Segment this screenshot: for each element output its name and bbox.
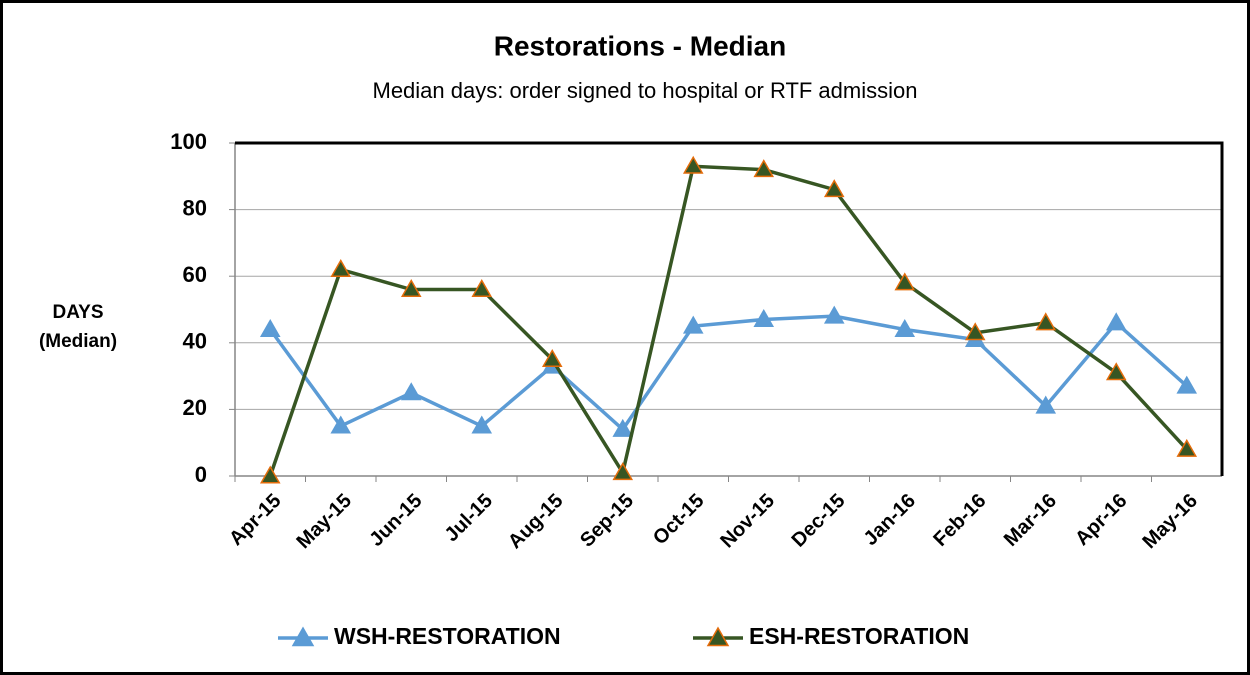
marker bbox=[330, 415, 352, 434]
plot-border bbox=[235, 141, 1224, 476]
marker bbox=[1176, 375, 1198, 394]
marker bbox=[259, 318, 281, 337]
y-tick-label: 100 bbox=[170, 129, 207, 154]
y-axis-label: (Median) bbox=[39, 331, 117, 352]
marker bbox=[612, 418, 634, 437]
marker bbox=[471, 279, 493, 298]
marker bbox=[1105, 312, 1127, 331]
y-tick-label: 0 bbox=[195, 462, 207, 487]
marker bbox=[1035, 395, 1057, 414]
marker bbox=[964, 322, 986, 341]
marker bbox=[471, 415, 493, 434]
marker bbox=[894, 272, 916, 291]
y-tick-label: 40 bbox=[183, 329, 207, 354]
marker bbox=[541, 348, 563, 367]
y-axis-label: DAYS bbox=[52, 302, 103, 323]
marker bbox=[330, 259, 352, 278]
marker bbox=[1105, 362, 1127, 381]
marker bbox=[259, 465, 281, 484]
marker bbox=[400, 279, 422, 298]
chart-title: Restorations - Median bbox=[494, 30, 786, 61]
series-line bbox=[268, 314, 1188, 433]
y-tick-label: 80 bbox=[183, 195, 207, 220]
legend-label: ESH-RESTORATION bbox=[749, 623, 969, 649]
marker bbox=[1176, 438, 1198, 457]
legend-label: WSH-RESTORATION bbox=[334, 623, 561, 649]
series-line bbox=[268, 164, 1189, 478]
marker bbox=[753, 308, 775, 327]
marker bbox=[823, 305, 845, 324]
y-tick-label: 60 bbox=[183, 262, 207, 287]
legend-marker bbox=[291, 626, 315, 647]
chart-subtitle: Median days: order signed to hospital or… bbox=[373, 78, 918, 103]
legend-marker bbox=[706, 626, 730, 647]
marker bbox=[682, 315, 704, 334]
marker bbox=[894, 318, 916, 337]
marker bbox=[612, 462, 634, 481]
marker bbox=[400, 382, 422, 401]
marker bbox=[753, 159, 775, 178]
marker bbox=[823, 179, 845, 198]
marker bbox=[682, 155, 704, 174]
y-tick-label: 20 bbox=[183, 395, 207, 420]
marker bbox=[1035, 312, 1057, 331]
